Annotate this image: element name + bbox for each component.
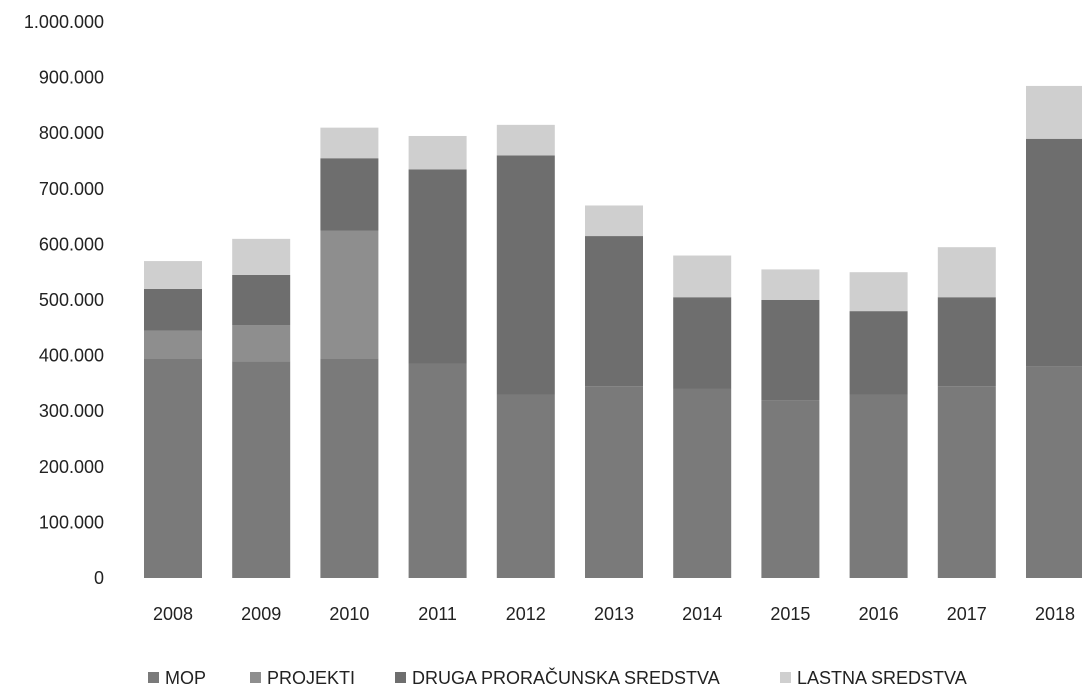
bar-segment-2012-series-2 [496, 155, 555, 395]
y-tick-label-1: 100.000 [39, 512, 104, 532]
bar-group-2011 [408, 135, 467, 578]
bar-group-2016 [849, 272, 908, 578]
y-axis: 0 100.000 200.000 300.000 400.000 500.000 600.… [24, 12, 104, 588]
y-tick-label-6: 600.000 [39, 234, 104, 254]
y-tick-label-4: 400.000 [39, 346, 104, 366]
bar-segment-2014-series-3 [673, 255, 732, 298]
bar-segment-2008-series-1 [144, 330, 202, 359]
legend-item-0: MOP [148, 668, 206, 688]
legend-item-1: PROJEKTI [250, 668, 355, 688]
bar-segment-2017-series-2 [937, 297, 996, 387]
bar-segment-2011-series-3 [408, 135, 467, 170]
bar-segment-2014-series-2 [673, 297, 732, 389]
y-tick-label-8: 800.000 [39, 123, 104, 143]
bar-segment-2011-series-2 [408, 169, 467, 364]
bar-segment-2009-series-1 [232, 325, 291, 362]
bar-segment-2008-series-3 [144, 261, 202, 289]
bar-segment-2013-series-0 [585, 386, 643, 578]
x-tick-label-2009: 2009 [241, 604, 281, 624]
legend-item-3: LASTNA SREDSTVA [780, 668, 967, 688]
legend-swatch-1 [250, 672, 261, 683]
bar-segment-2010-series-1 [320, 230, 379, 359]
legend: MOP PROJEKTI DRUGA PRORAČUNSKA SREDSTVA LAS… [148, 667, 967, 688]
bar-segment-2018-series-3 [1026, 85, 1082, 139]
legend-label-0: MOP [165, 668, 206, 688]
legend-swatch-0 [148, 672, 159, 683]
y-tick-label-2: 200.000 [39, 457, 104, 477]
bar-group-2017 [937, 247, 996, 578]
bar-segment-2016-series-3 [849, 272, 908, 312]
bar-segment-2009-series-3 [232, 238, 291, 275]
bar-segment-2018-series-2 [1026, 138, 1082, 367]
y-tick-label-9: 900.000 [39, 68, 104, 88]
x-tick-label-2015: 2015 [770, 604, 810, 624]
bar-segment-2015-series-2 [761, 300, 820, 401]
y-tick-label-5: 500.000 [39, 290, 104, 310]
bar-segment-2012-series-0 [496, 394, 555, 578]
bar-segment-2013-series-2 [585, 236, 643, 387]
bar-group-2009 [232, 238, 291, 578]
bar-group-2012 [496, 124, 555, 578]
bar-segment-2009-series-2 [232, 274, 291, 326]
legend-swatch-2 [395, 672, 406, 683]
y-tick-label-10: 1.000.000 [24, 12, 104, 32]
legend-swatch-3 [780, 672, 791, 683]
legend-label-1: PROJEKTI [267, 668, 355, 688]
y-tick-label-7: 700.000 [39, 179, 104, 199]
bar-segment-2010-series-0 [320, 358, 379, 578]
bar-group-2014 [673, 255, 732, 578]
y-tick-label-0: 0 [94, 568, 104, 588]
bar-segment-2010-series-2 [320, 158, 379, 231]
bar-group-2010 [320, 127, 379, 578]
bar-segment-2008-series-2 [144, 288, 202, 331]
bar-group-2013 [585, 205, 643, 578]
x-tick-label-2011: 2011 [418, 604, 457, 624]
x-tick-label-2008: 2008 [153, 604, 193, 624]
bar-segment-2013-series-3 [585, 205, 643, 237]
bar-segment-2017-series-3 [937, 247, 996, 298]
bar-segment-2016-series-2 [849, 311, 908, 395]
legend-label-2: DRUGA PRORAČUNSKA SREDSTVA [412, 667, 720, 688]
bar-segment-2011-series-0 [408, 363, 467, 578]
bar-segment-2010-series-3 [320, 127, 379, 159]
bar-segment-2008-series-0 [144, 358, 202, 578]
bar-segment-2015-series-3 [761, 269, 820, 300]
x-tick-label-2013: 2013 [594, 604, 634, 624]
bar-group-2018 [1026, 85, 1082, 578]
y-tick-label-3: 300.000 [39, 401, 104, 421]
bar-segment-2009-series-0 [232, 361, 291, 578]
x-tick-label-2012: 2012 [506, 604, 546, 624]
bar-group-2008 [144, 261, 202, 578]
x-tick-label-2016: 2016 [859, 604, 899, 624]
bar-segment-2017-series-0 [937, 386, 996, 578]
bars [144, 85, 1082, 578]
x-tick-label-2010: 2010 [329, 604, 369, 624]
bar-segment-2012-series-3 [496, 124, 555, 156]
x-axis: 2008 2009 2010 2011 2012 2013 2014 2015 2016 2017… [153, 604, 1075, 624]
bar-segment-2015-series-0 [761, 400, 820, 578]
bar-segment-2014-series-0 [673, 388, 732, 578]
legend-item-2: DRUGA PRORAČUNSKA SREDSTVA [395, 667, 720, 688]
x-tick-label-2014: 2014 [682, 604, 722, 624]
x-tick-label-2017: 2017 [947, 604, 987, 624]
bar-segment-2016-series-0 [849, 394, 908, 578]
legend-label-3: LASTNA SREDSTVA [797, 668, 967, 688]
x-tick-label-2018: 2018 [1035, 604, 1075, 624]
bar-group-2015 [761, 269, 820, 578]
bar-segment-2018-series-0 [1026, 366, 1082, 578]
